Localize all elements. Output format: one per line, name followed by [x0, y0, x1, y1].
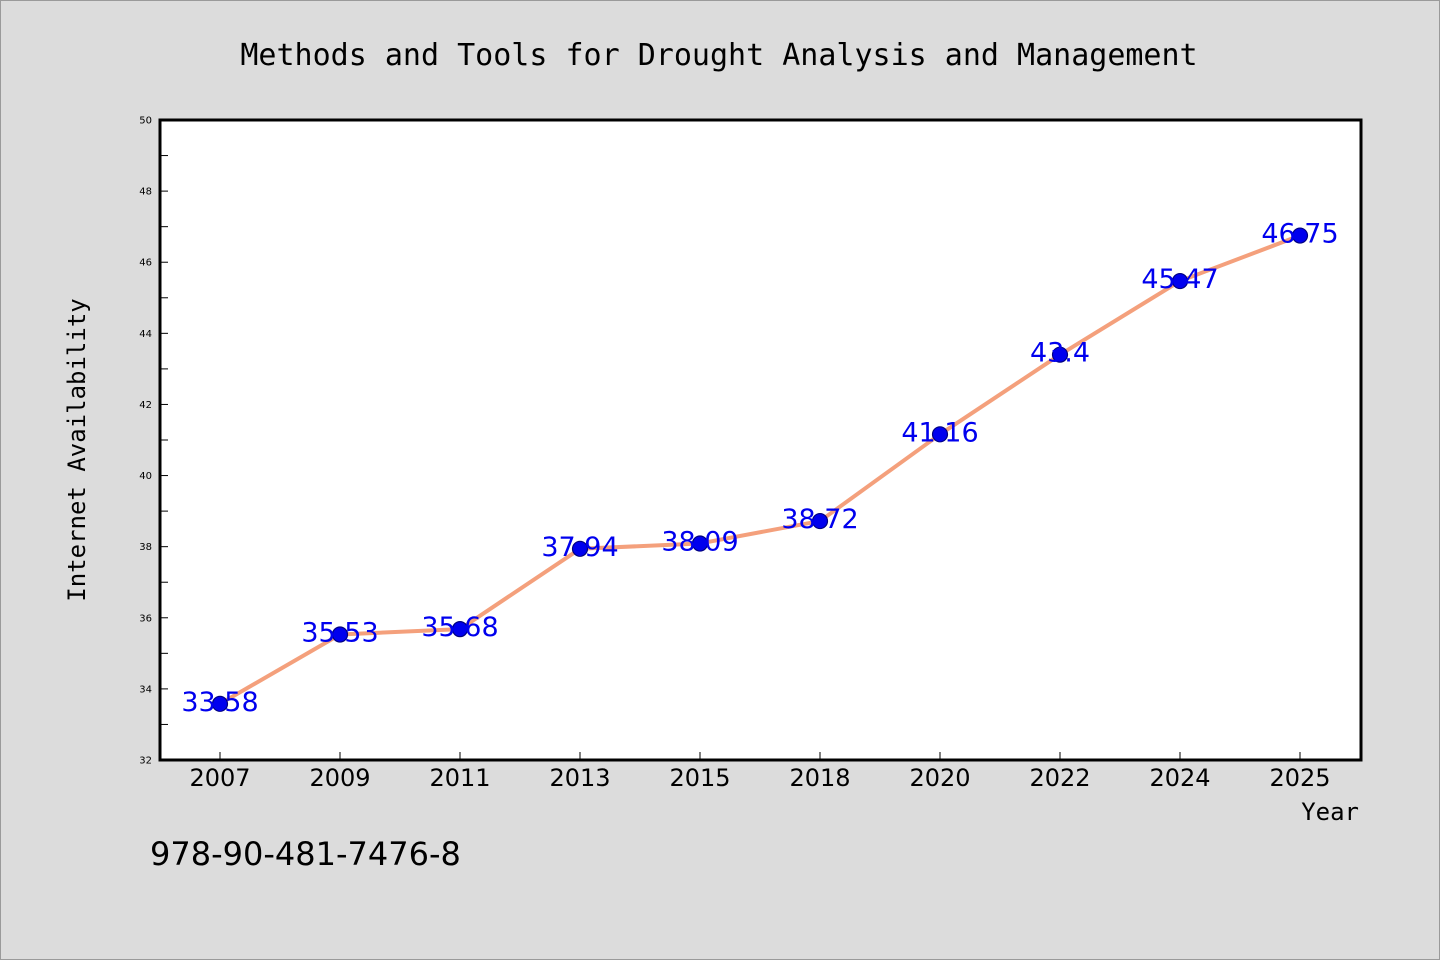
y-tick-label: 50: [139, 116, 152, 127]
data-label: 33.58: [181, 687, 258, 718]
x-axis: 2007 2009 2011 2013 2015 2018 2020 2022 2024 2025: [189, 752, 1331, 792]
y-axis: 32 34 36 38 40 42 44 46 48 50: [139, 116, 168, 767]
x-tick-label: 2015: [669, 764, 730, 792]
data-point: [1051, 346, 1069, 363]
data-point: [331, 626, 349, 643]
y-tick-label: 48: [139, 187, 152, 198]
data-point: [931, 426, 949, 443]
isbn-text: 978-90-481-7476-8: [150, 835, 461, 873]
data-point: [811, 512, 829, 530]
y-tick-label: 46: [139, 258, 152, 269]
chart-title: Methods and Tools for Drought Analysis a…: [240, 38, 1197, 73]
series-layer: 33.58 35.53 35.68 37.94 38.09 38.72 41.16 43.4 4…: [181, 219, 1338, 718]
data-point: [1291, 227, 1309, 244]
y-tick-label: 44: [139, 329, 152, 340]
x-tick-label: 2009: [309, 764, 370, 792]
x-tick-label: 2024: [1149, 764, 1210, 792]
x-tick-label: 2022: [1029, 764, 1090, 792]
data-label: 45.47: [1141, 264, 1218, 295]
data-label: 41.16: [901, 417, 978, 448]
x-tick-label: 2025: [1269, 764, 1330, 792]
x-axis-label: Year: [1301, 798, 1359, 826]
data-label: 35.68: [421, 612, 498, 643]
data-point: [211, 695, 229, 712]
y-tick-label: 36: [139, 613, 152, 624]
y-tick-label: 38: [139, 542, 152, 553]
data-label: 46.75: [1261, 219, 1338, 250]
series-line: [218, 233, 1302, 706]
x-tick-label: 2011: [429, 764, 490, 792]
data-label: 37.94: [541, 532, 618, 563]
x-tick-label: 2007: [189, 764, 250, 792]
x-tick-label: 2020: [909, 764, 970, 792]
data-point: [451, 621, 469, 638]
y-tick-label: 32: [139, 756, 152, 767]
data-label: 38.09: [661, 526, 738, 557]
x-tick-label: 2013: [549, 764, 610, 792]
y-tick-label: 34: [139, 684, 152, 695]
data-label: 43.4: [1030, 338, 1090, 369]
plot-area: [158, 118, 1363, 762]
data-point: [691, 535, 709, 552]
y-tick-label: 42: [139, 400, 152, 411]
data-point: [571, 540, 589, 557]
y-tick-label: 40: [139, 471, 152, 482]
x-tick-label: 2018: [789, 764, 850, 792]
data-label: 35.53: [301, 617, 378, 648]
data-point: [1171, 272, 1189, 290]
data-label: 38.72: [781, 504, 858, 535]
y-axis-label: Internet Availability: [63, 298, 91, 601]
